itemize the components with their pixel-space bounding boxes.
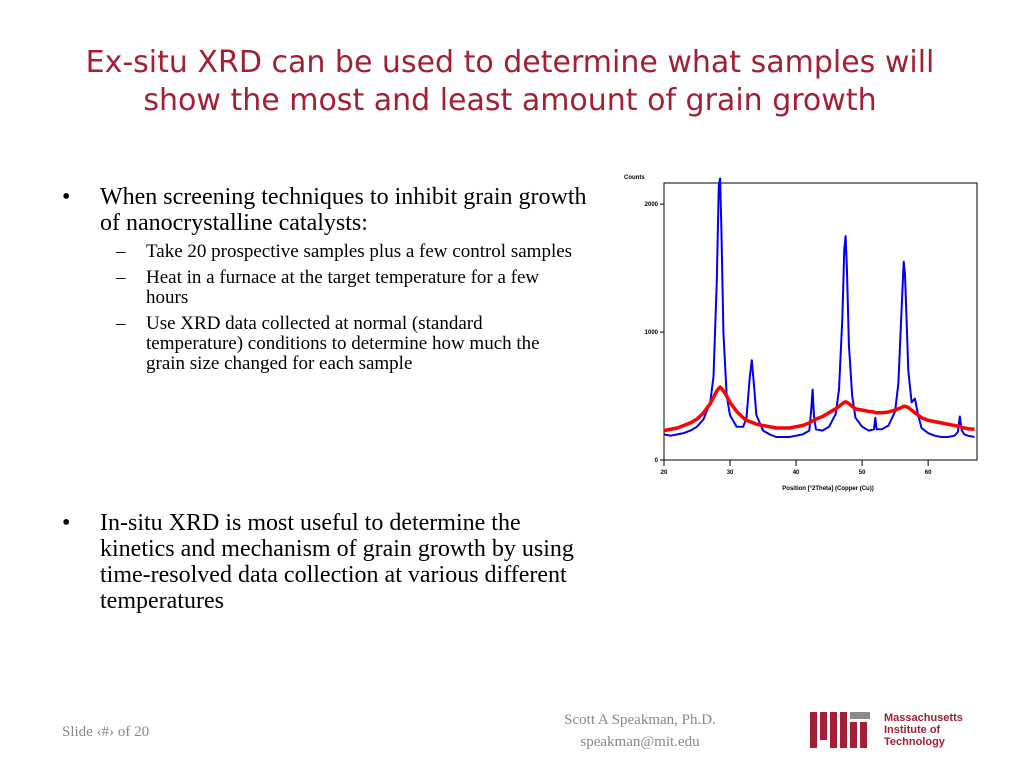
y-axis-label: Counts bbox=[624, 175, 645, 181]
y-tick-label: 2000 bbox=[645, 202, 659, 208]
sub-bullet: Use XRD data collected at normal (standa… bbox=[116, 314, 576, 374]
sub-bullet: Heat in a furnace at the target temperat… bbox=[116, 268, 576, 308]
x-tick-label: 50 bbox=[859, 470, 866, 476]
logo-text: Institute of bbox=[884, 724, 941, 736]
x-axis-label: Position [°2Theta] (Copper (Cu)) bbox=[782, 486, 873, 492]
mit-logo: Massachusetts Institute of Technology bbox=[810, 712, 963, 748]
slide-title: Ex-situ XRD can be used to determine wha… bbox=[85, 45, 935, 118]
email: speakman@mit.edu bbox=[580, 734, 700, 750]
series-line bbox=[663, 177, 975, 438]
plot-frame bbox=[663, 182, 978, 461]
x-tick-label: 40 bbox=[793, 470, 800, 476]
author: Scott A Speakman, Ph.D. bbox=[564, 712, 716, 728]
bullet-text: When screening techniques to inhibit gra… bbox=[100, 184, 587, 236]
logo-text: Massachusetts bbox=[884, 712, 963, 724]
bullet: In-situ XRD is most useful to determine … bbox=[62, 510, 590, 614]
slide-number: Slide ‹#› of 20 bbox=[62, 724, 150, 740]
sub-bullet: Take 20 prospective samples plus a few c… bbox=[116, 242, 576, 263]
logo-text: Technology bbox=[884, 736, 946, 748]
bullet-text: In-situ XRD is most useful to determine … bbox=[100, 510, 574, 614]
x-tick-label: 30 bbox=[727, 470, 734, 476]
x-tick-label: 20 bbox=[661, 470, 668, 476]
y-tick-label: 1000 bbox=[645, 330, 659, 336]
xrd-chart: Counts Position [°2Theta] (Copper (Cu)) … bbox=[624, 175, 978, 492]
y-tick-label: 0 bbox=[655, 458, 659, 464]
x-tick-label: 60 bbox=[925, 470, 932, 476]
bullet: When screening techniques to inhibit gra… bbox=[62, 184, 590, 374]
series-line bbox=[663, 385, 975, 433]
